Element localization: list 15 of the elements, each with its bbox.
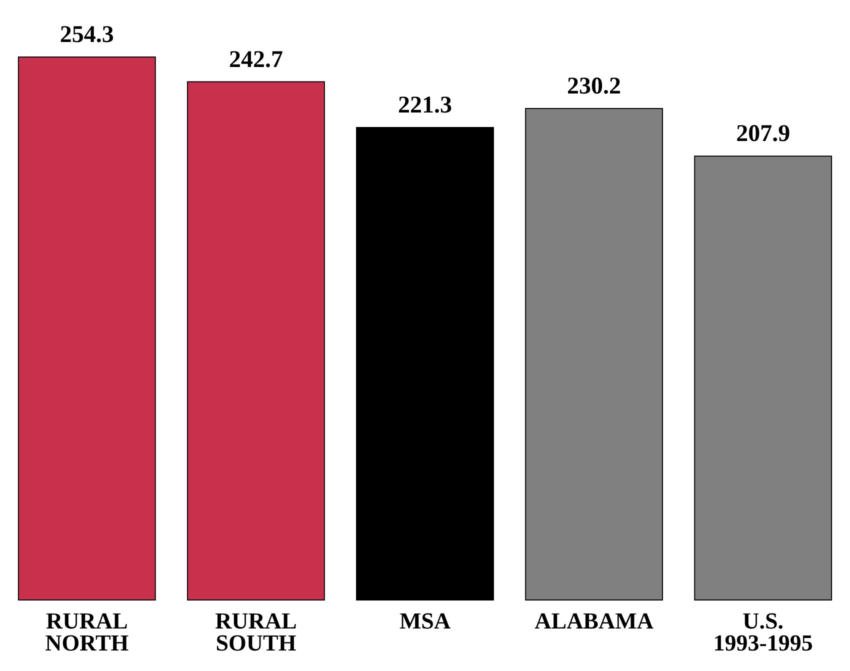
data-label: 221.3 — [398, 92, 452, 118]
bar — [18, 56, 156, 600]
bar — [186, 81, 325, 600]
x-tick-label: MSA — [399, 608, 451, 634]
data-label: 242.7 — [228, 46, 283, 73]
bar — [694, 156, 832, 600]
data-label: 230.2 — [567, 73, 622, 100]
bar — [525, 108, 664, 600]
x-tick-label: ALABAMA — [534, 608, 654, 634]
data-label: 254.3 — [60, 22, 114, 48]
x-tick-label: RURAL NORTH — [45, 608, 129, 656]
data-label: 207.9 — [736, 121, 790, 148]
x-tick-label: RURAL SOUTH — [215, 608, 297, 656]
x-tick-label: U.S. 1993-1995 — [713, 608, 813, 656]
bar — [356, 126, 494, 600]
